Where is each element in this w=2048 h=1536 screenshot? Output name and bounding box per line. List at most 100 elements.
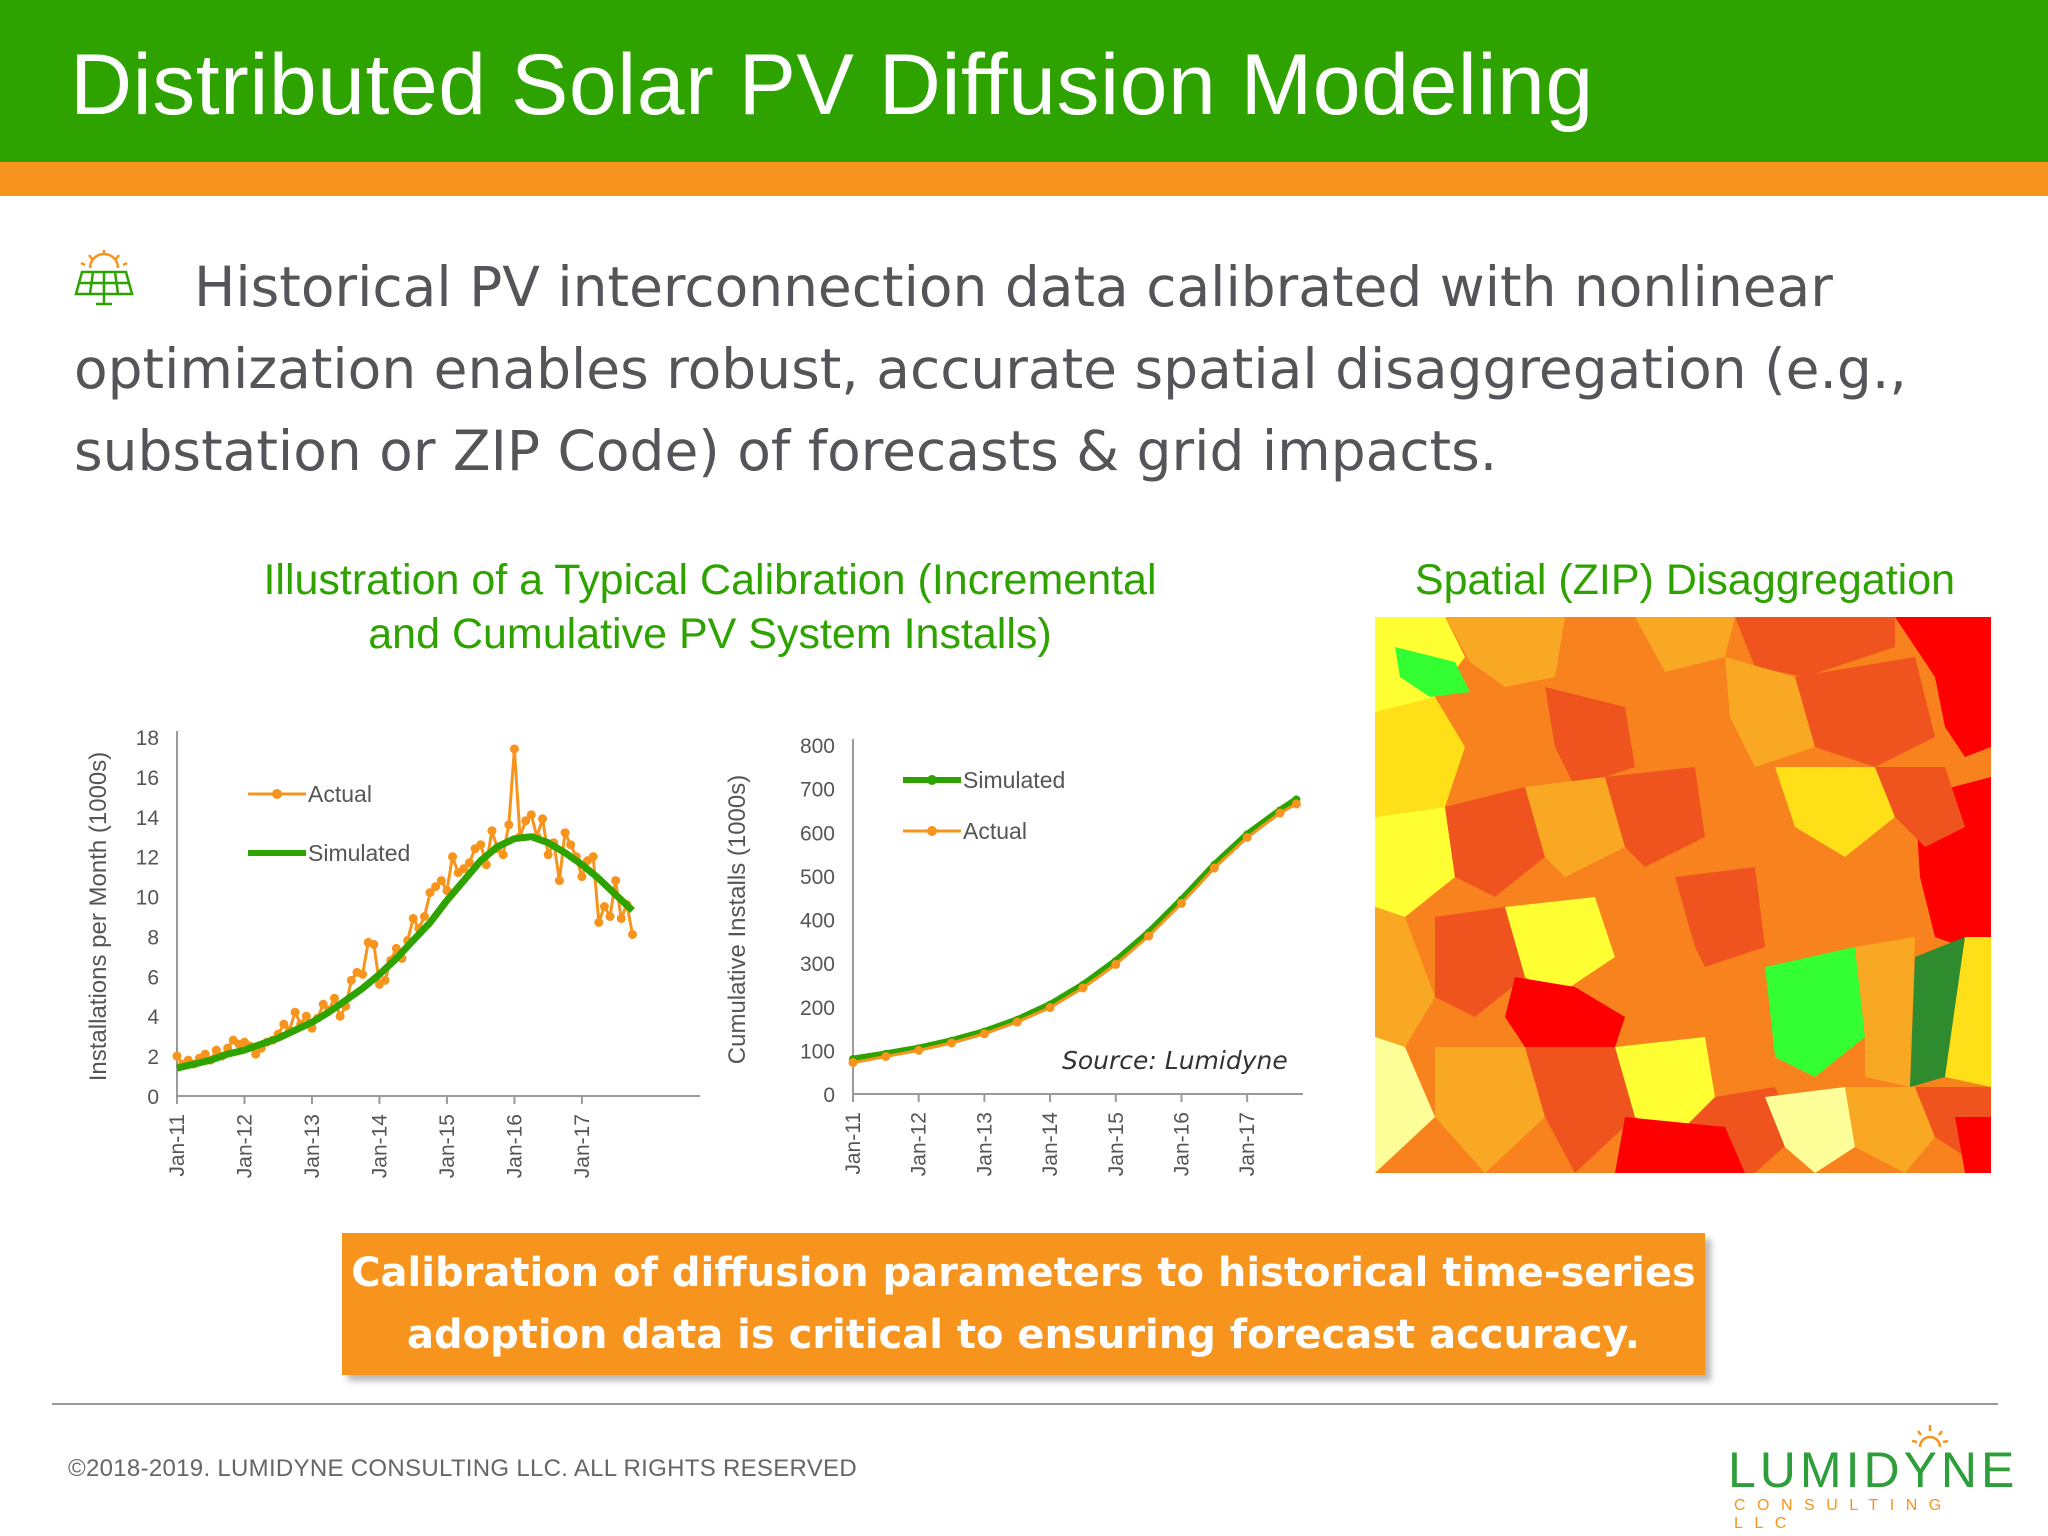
calibration-chart-heading: Illustration of a Typical Calibration (I… — [210, 553, 1210, 661]
x-tick-label: Jan-16 — [503, 1114, 526, 1178]
x-tick-label: Jan-15 — [436, 1114, 459, 1178]
y-tick-label: 500 — [800, 866, 835, 889]
zip-disaggregation-map — [1375, 617, 1991, 1173]
data-point-actual — [448, 852, 458, 862]
x-tick-label: Jan-17 — [571, 1114, 594, 1178]
data-point-actual — [947, 1038, 957, 1048]
data-point-actual — [1045, 1003, 1055, 1013]
data-point-actual — [301, 1011, 311, 1021]
calibration-heading-line1: Illustration of a Typical Calibration (I… — [263, 556, 1157, 604]
y-tick-label: 200 — [800, 997, 835, 1020]
data-point-actual — [1078, 983, 1088, 993]
y-tick-label: 700 — [800, 779, 835, 802]
y-tick-label: 0 — [147, 1086, 159, 1109]
y-tick-label: 0 — [823, 1084, 835, 1107]
x-tick-label: Jan-13 — [973, 1112, 996, 1176]
data-point-actual — [346, 975, 356, 985]
calibration-heading-line2: and Cumulative PV System Installs) — [368, 610, 1052, 658]
data-point-actual — [335, 1011, 345, 1021]
y-axis-title: Cumulative Installs (1000s) — [724, 775, 751, 1064]
data-point-actual — [1291, 799, 1301, 809]
y-tick-label: 800 — [800, 735, 835, 758]
y-tick-label: 2 — [147, 1046, 159, 1069]
data-point-actual — [605, 912, 615, 921]
incremental-installs-chart: 0 2 4 6 8 10 12 14 16 18 Jan-11 Jan-12 Jan-13 Jan-14 J… — [85, 727, 700, 1179]
callout-line2: adoption data is critical to ensuring fo… — [407, 1312, 1640, 1358]
y-axis-title: Installations per Month (1000s) — [85, 752, 112, 1082]
data-point-actual — [459, 864, 469, 874]
x-tick-label: Jan-13 — [301, 1114, 324, 1178]
x-tick-label: Jan-14 — [1039, 1112, 1062, 1177]
data-point-actual — [380, 975, 390, 985]
legend-label-actual: Actual — [308, 781, 372, 807]
title-bar: Distributed Solar PV Diffusion Modeling — [0, 0, 2048, 162]
data-point-actual — [419, 912, 429, 921]
data-point-actual — [1012, 1017, 1022, 1027]
legend-marker — [272, 789, 282, 799]
data-point-actual — [543, 850, 553, 860]
legend-label-simulated: Simulated — [963, 767, 1065, 793]
x-tick-label: Jan-17 — [1236, 1112, 1259, 1176]
data-point-actual — [914, 1045, 924, 1055]
data-point-actual — [464, 858, 474, 868]
x-tick-label: Jan-16 — [1170, 1112, 1193, 1176]
source-note: Source: Lumidyne — [1062, 1046, 1288, 1075]
legend-marker — [927, 775, 937, 785]
data-point-actual — [628, 929, 638, 939]
data-point-actual — [848, 1058, 858, 1068]
data-point-actual — [408, 913, 418, 923]
data-point-actual — [577, 872, 587, 882]
data-point-actual — [599, 902, 609, 912]
x-tick-label: Jan-14 — [368, 1114, 391, 1179]
source-note-layer: Source: Lumidyne — [1062, 1046, 1288, 1075]
logo-sun-icon — [1911, 1425, 1949, 1448]
data-point-actual — [318, 999, 328, 1009]
solar-panel-icon — [74, 246, 194, 306]
data-point-actual — [487, 826, 497, 836]
y-tick-label: 8 — [147, 926, 159, 949]
data-point-actual — [172, 1051, 182, 1061]
y-tick-label: 10 — [136, 887, 159, 910]
data-point-actual — [560, 828, 570, 838]
data-point-actual — [498, 850, 508, 860]
accent-strip — [0, 162, 2048, 196]
y-tick-label: 600 — [800, 822, 835, 845]
x-tick-label: Jan-11 — [166, 1114, 189, 1177]
copyright-notice: ©2018-2019. LUMIDYNE CONSULTING LLC. ALL… — [68, 1455, 857, 1482]
data-point-actual — [211, 1045, 221, 1055]
intro-text: Historical PV interconnection data calib… — [74, 255, 1907, 483]
legend-label-actual: Actual — [963, 818, 1027, 844]
x-tick-label: Jan-12 — [908, 1112, 931, 1176]
data-point-actual — [611, 876, 621, 886]
logo-subtitle: CONSULTING LLC — [1734, 1497, 1953, 1532]
y-tick-label: 14 — [136, 807, 160, 830]
data-point-actual — [425, 888, 435, 898]
data-point-actual — [521, 816, 531, 826]
legend-marker — [927, 826, 937, 836]
y-tick-label: 6 — [147, 966, 159, 989]
data-point-actual — [881, 1051, 891, 1061]
legend-label-simulated: Simulated — [308, 840, 410, 866]
data-point-actual — [476, 840, 486, 850]
y-tick-label: 12 — [136, 847, 159, 870]
data-point-actual — [509, 744, 519, 754]
data-point-actual — [358, 969, 368, 979]
company-logo: LUMIDYNE CONSULTING LLC — [1728, 1425, 2014, 1532]
footer-divider — [52, 1403, 1998, 1405]
data-point-actual — [329, 993, 339, 1003]
x-tick-label: Jan-12 — [233, 1114, 256, 1178]
data-point-actual — [979, 1029, 989, 1039]
zip-map-image — [1375, 617, 1991, 1173]
data-point-actual — [616, 913, 626, 923]
data-point-actual — [369, 939, 379, 949]
logo-wordmark: LUMIDYNE — [1728, 1442, 2019, 1498]
series-line-simulated — [176, 833, 635, 1072]
data-point-actual — [200, 1049, 210, 1059]
intro-paragraph: Historical PV interconnection data calib… — [74, 246, 1974, 492]
data-point-actual — [1209, 863, 1219, 873]
y-tick-label: 400 — [800, 910, 835, 933]
y-tick-label: 300 — [800, 953, 835, 976]
data-point-actual — [594, 917, 604, 927]
cumulative-installs-chart: 0 100 200 300 400 500 600 700 800 Jan-11 Jan-12 Jan… — [724, 735, 1303, 1177]
data-point-actual — [538, 814, 548, 824]
